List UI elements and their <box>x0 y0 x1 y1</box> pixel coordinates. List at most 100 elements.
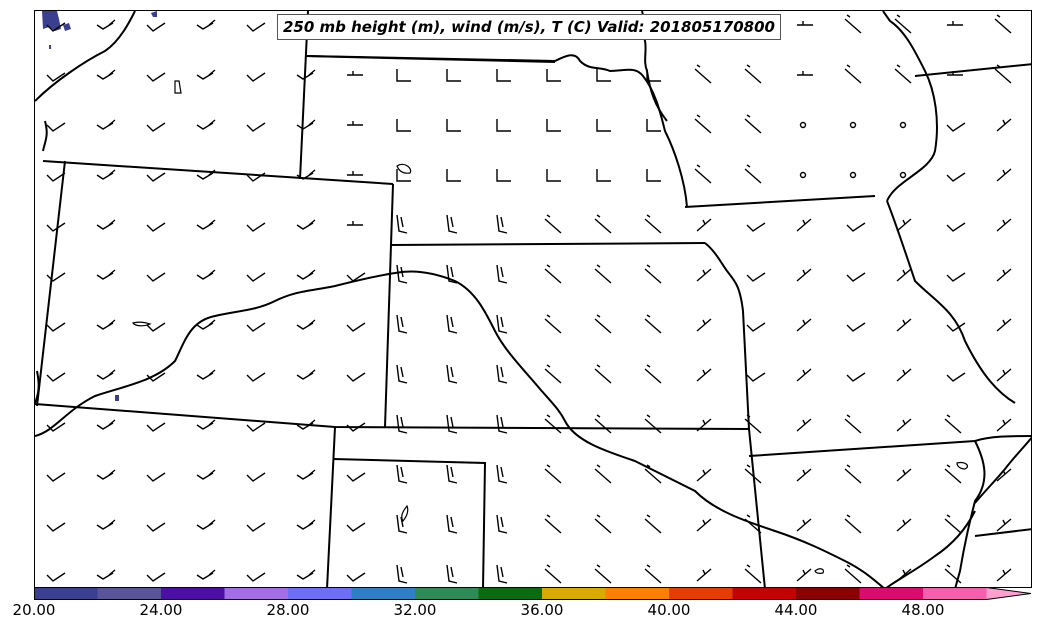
colorbar-cell <box>796 587 860 600</box>
wind-barb <box>946 222 966 232</box>
wind-barb <box>644 264 662 284</box>
colorbar-tick-label: 44.00 <box>774 601 818 619</box>
boundary-line <box>326 426 336 587</box>
wind-barb <box>996 268 1012 282</box>
wind-barb <box>894 14 912 34</box>
wind-barb <box>896 468 912 482</box>
wind-barb <box>446 214 458 234</box>
wind-barb <box>347 121 363 126</box>
wind-barb <box>944 514 962 534</box>
colorbar-cell <box>351 587 416 600</box>
wind-barb <box>944 564 962 584</box>
boundary-line <box>35 403 750 430</box>
wind-barb <box>694 64 712 84</box>
boundary-line <box>954 440 986 587</box>
wind-barb <box>796 268 812 282</box>
wind-barb <box>196 69 216 80</box>
wind-barb <box>544 264 562 284</box>
wind-barb <box>496 169 511 182</box>
colorbar-cell <box>34 587 98 600</box>
wind-barb <box>947 21 963 26</box>
wind-barb <box>644 314 662 334</box>
wind-barb <box>496 69 511 82</box>
wind-barb <box>396 414 408 434</box>
colorbar-tick-label: 40.00 <box>647 601 691 619</box>
wind-barb <box>744 564 762 584</box>
wind-barb <box>744 514 762 534</box>
boundary-line <box>384 183 394 428</box>
wind-barb <box>544 364 562 384</box>
wind-barb <box>196 119 216 130</box>
colorbar-cell <box>161 587 225 600</box>
wind-barb-calm <box>849 171 857 179</box>
boundary-line <box>886 200 1016 404</box>
wind-barb <box>744 114 762 134</box>
wind-barb <box>796 568 812 582</box>
wind-barb <box>346 422 366 432</box>
wind-barb <box>346 272 366 282</box>
wind-barb <box>96 69 116 80</box>
state-boundaries <box>35 11 1031 587</box>
wind-barb <box>646 69 661 82</box>
wind-barb <box>896 268 912 282</box>
wind-barb <box>146 572 166 582</box>
map-frame <box>34 10 1032 588</box>
wind-barb <box>196 219 216 230</box>
colorbar-cell <box>923 587 987 600</box>
wind-barb <box>347 221 363 226</box>
wind-barb <box>196 369 216 380</box>
wind-barb-calm <box>799 121 807 129</box>
wind-barb <box>894 64 912 84</box>
colorbar-outline <box>34 587 1032 600</box>
wind-barb <box>594 414 612 434</box>
wind-barb <box>694 114 712 134</box>
wind-barb <box>696 418 712 432</box>
wind-barb <box>544 514 562 534</box>
wind-barb <box>744 64 762 84</box>
boundary-line <box>914 63 1031 77</box>
colorbar-cell <box>224 587 289 600</box>
wind-barb <box>46 472 66 482</box>
wind-barb <box>696 218 712 232</box>
map-title: 250 mb height (m), wind (m/s), T (C) Val… <box>277 14 781 40</box>
wind-barb <box>644 364 662 384</box>
wind-barb <box>846 222 866 232</box>
river-line <box>974 436 1031 504</box>
wind-barb <box>396 214 408 234</box>
wind-barb <box>544 314 562 334</box>
wind-barb-calm <box>849 121 857 129</box>
colorbar-cell <box>605 587 670 600</box>
wind-barb <box>246 522 266 532</box>
map-canvas <box>35 11 1031 587</box>
colorbar-cells <box>34 587 1032 600</box>
wind-barb <box>844 14 862 34</box>
wind-barb <box>644 414 662 434</box>
wind-barb <box>446 564 458 584</box>
wind-barb <box>196 519 216 530</box>
wind-barb <box>46 522 66 532</box>
wind-barb <box>946 172 966 182</box>
wind-barb <box>146 522 166 532</box>
wind-barb <box>296 319 316 330</box>
wind-barb <box>96 169 116 180</box>
wind-barb <box>544 414 562 434</box>
wind-barb <box>796 218 812 232</box>
wind-barb <box>346 372 366 382</box>
wind-barb <box>446 69 461 82</box>
colorbar-cell <box>415 587 479 600</box>
wind-barb <box>946 122 966 132</box>
wind-barb <box>96 519 116 530</box>
wind-barb <box>946 372 966 382</box>
wind-barb <box>46 22 66 32</box>
wind-barb <box>644 564 662 584</box>
wind-barb <box>346 572 366 582</box>
wind-barb <box>196 169 216 180</box>
wind-barb-calm <box>899 121 907 129</box>
boundary-line <box>974 435 1031 442</box>
river-line <box>35 270 885 587</box>
boundary-line <box>332 458 487 587</box>
wind-barb <box>196 419 216 430</box>
boundary-line <box>748 440 976 457</box>
wind-barb <box>996 168 1012 182</box>
wind-barb <box>46 222 66 232</box>
